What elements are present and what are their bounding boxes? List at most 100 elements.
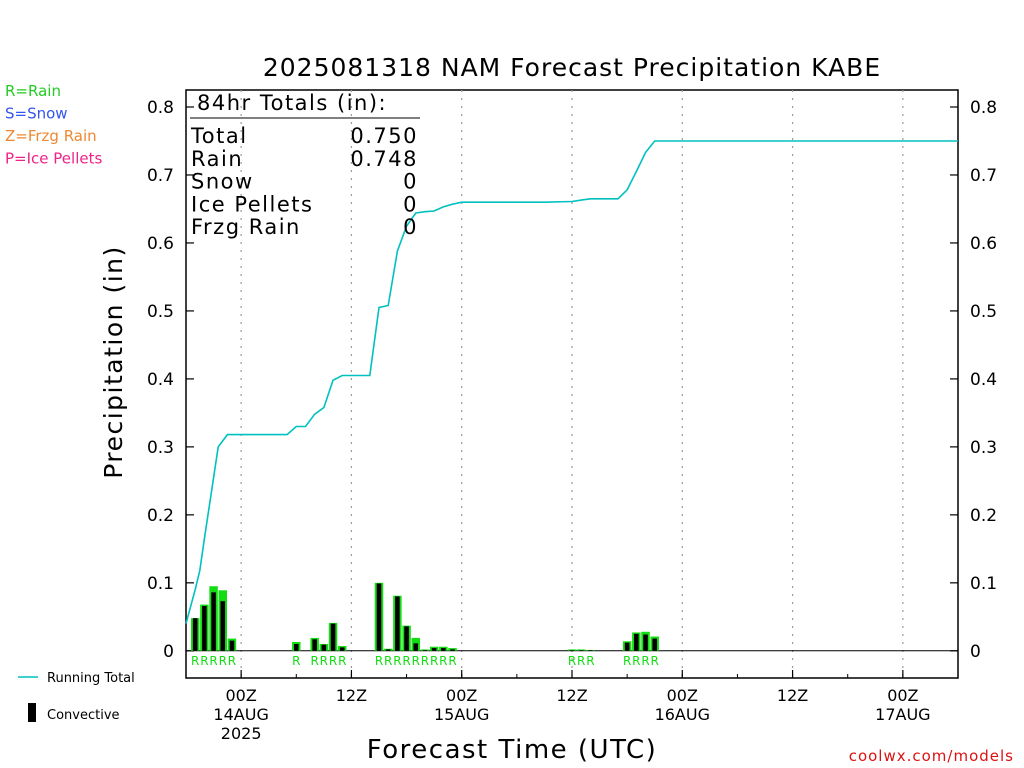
series-legend: Running Total Convective [18, 671, 135, 723]
ptype-label: R [439, 654, 447, 668]
convective-bar [321, 644, 327, 651]
ptype-label: R [209, 654, 217, 668]
grid-lines [186, 90, 958, 678]
x-tick-date: 17AUG [875, 705, 930, 724]
convective-bar [229, 640, 235, 651]
running-total-line [185, 140, 958, 624]
x-tick-date: 16AUG [655, 705, 710, 724]
totals-row-value: 0.750 [350, 124, 418, 148]
ptype-legend-item: P=Ice Pellets [5, 150, 102, 168]
precip-bars [190, 582, 659, 651]
y-tick-label-right: 0.1 [970, 574, 997, 594]
x-tick-label: 12Z [336, 686, 367, 705]
convective-bar [293, 644, 299, 651]
y-tick-label: 0 [163, 642, 174, 662]
ptype-label: R [632, 654, 640, 668]
y-tick-label-right: 0.2 [970, 506, 997, 526]
y-tick-label: 0.1 [147, 574, 174, 594]
y-tick-label-right: 0.6 [970, 234, 997, 254]
ptype-label: R [623, 654, 631, 668]
ptype-label: R [651, 654, 659, 668]
y-tick-label-right: 0.3 [970, 438, 997, 458]
convective-bar [450, 649, 455, 651]
x-tick-year: 2025 [221, 724, 262, 743]
ptype-label: R [430, 654, 438, 668]
y-tick-label: 0.3 [147, 438, 174, 458]
convective-bar [422, 650, 428, 651]
y-tick-label: 0.8 [147, 98, 174, 118]
y-tick-label-right: 0.7 [970, 166, 997, 186]
convective-bar [211, 592, 216, 651]
convective-bar [634, 633, 639, 651]
y-tick-label: 0.6 [147, 234, 174, 254]
y-axis-left: 0 0.1 0.2 0.3 0.4 0.5 0.6 0.7 0.8 [147, 98, 194, 662]
totals-box: 84hr Totals (in): Total 0.750 Rain 0.748 Sno… [190, 91, 420, 239]
ptype-legend-item: S=Snow [5, 105, 68, 123]
ptype-legend-item: R=Rain [5, 82, 61, 100]
ptype-label: R [228, 654, 236, 668]
y-tick-label-right: 0.4 [970, 370, 997, 390]
convective-bar [385, 649, 391, 651]
convective-bar [376, 583, 382, 651]
totals-row-label: Ice Pellets [191, 192, 313, 216]
convective-bar [413, 643, 419, 651]
convective-bar [624, 642, 630, 651]
x-tick-label: 12Z [556, 686, 587, 705]
legend-swatch-convective [28, 703, 36, 722]
x-tick-label: 00Z [887, 686, 918, 705]
totals-row-label: Total [190, 124, 248, 148]
convective-bar [404, 626, 409, 651]
y-axis-right: 0 0.1 0.2 0.3 0.4 0.5 0.6 0.7 0.8 [950, 98, 997, 662]
ptype-label: R [320, 654, 328, 668]
x-tick-date: 15AUG [434, 705, 489, 724]
ptype-label: R [329, 654, 337, 668]
ptype-label: R [421, 654, 429, 668]
running-total-series [185, 140, 958, 624]
convective-bar [339, 647, 345, 651]
convective-bar [202, 605, 207, 651]
totals-row-value: 0 [403, 170, 418, 194]
site-credit: coolwx.com/models [849, 747, 1014, 765]
ptype-label: R [402, 654, 410, 668]
ptype-label: R [338, 654, 346, 668]
ptype-label: R [412, 654, 420, 668]
convective-bar [395, 596, 400, 651]
y-tick-label: 0.4 [147, 370, 174, 390]
ptype-label: R [191, 654, 199, 668]
ptype-label: R [568, 654, 576, 668]
convective-bar [588, 650, 593, 651]
x-tick-date: 14AUG [213, 705, 268, 724]
ptype-label: R [641, 654, 649, 668]
ptype-label: R [310, 654, 318, 668]
y-tick-label: 0.7 [147, 166, 174, 186]
convective-bar [578, 650, 584, 651]
totals-row-label: Snow [191, 170, 254, 194]
y-tick-label-right: 0.8 [970, 98, 997, 118]
convective-bar [312, 639, 317, 651]
ptype-label: R [292, 654, 300, 668]
y-tick-label: 0.5 [147, 302, 174, 322]
ptype-label: R [200, 654, 208, 668]
ptype-label: R [577, 654, 585, 668]
ptype-label: R [219, 654, 227, 668]
legend-label-convective: Convective [47, 708, 120, 723]
y-tick-label-right: 0.5 [970, 302, 997, 322]
convective-bar [330, 623, 336, 651]
legend-label-running-total: Running Total [47, 671, 135, 686]
ptype-legend: R=Rain S=Snow Z=Frzg Rain P=Ice Pellets [5, 82, 102, 168]
y-tick-label: 0.2 [147, 506, 174, 526]
ptype-legend-item: Z=Frzg Rain [5, 127, 97, 145]
x-tick-label: 00Z [667, 686, 698, 705]
convective-bar [643, 634, 648, 651]
y-axis-title: Precipitation (in) [99, 245, 128, 479]
totals-row-value: 0 [403, 215, 418, 239]
y-tick-label-right: 0 [970, 642, 981, 662]
convective-bar [569, 650, 575, 651]
totals-row-label: Rain [191, 147, 243, 171]
convective-bar [220, 601, 226, 651]
ptype-label: R [393, 654, 401, 668]
chart-title: 2025081318 NAM Forecast Precipitation KA… [263, 53, 881, 82]
